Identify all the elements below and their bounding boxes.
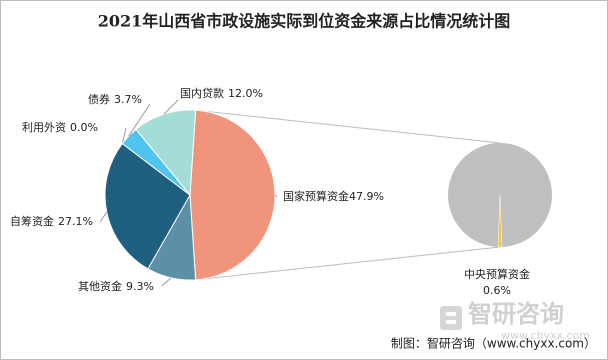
slice-label: 国内贷款 12.0%: [180, 86, 263, 100]
watermark-text: 智研咨询: [468, 300, 564, 328]
slice-name: 国家预算资金: [283, 189, 349, 203]
slice-label: 债券 3.7%: [88, 92, 142, 106]
connector: [195, 246, 501, 281]
slice-label: 国家预算资金47.9%: [283, 189, 384, 203]
slice-value: 0.0%: [70, 121, 98, 134]
connector: [195, 109, 501, 144]
slice-name: 自筹资金: [10, 214, 54, 228]
slice-value: 3.7%: [114, 93, 142, 106]
slice-label: 自筹资金 27.1%: [10, 214, 93, 228]
secondary-name: 中央预算资金: [464, 267, 530, 281]
pie-slice: [189, 109, 276, 281]
slice-name: 债券: [88, 92, 110, 106]
slice-value: 12.0%: [228, 87, 263, 100]
watermark-logo: [440, 306, 462, 330]
pie-slice: [104, 142, 191, 270]
secondary-value: 0.6%: [483, 284, 511, 297]
slice-value: 27.1%: [58, 215, 93, 228]
slice-label: 其他资金 9.3%: [78, 279, 154, 293]
slice-value: 9.3%: [126, 280, 154, 293]
watermark-url: www.chyxx.com: [501, 329, 590, 342]
leader-line: [128, 103, 151, 137]
secondary-slice: [497, 194, 503, 248]
leader-line: [161, 277, 172, 287]
slice-name: 其他资金: [78, 279, 122, 293]
slice-name: 利用外资: [22, 121, 66, 134]
slice-name: 国内贷款: [180, 86, 224, 100]
leader-line: [163, 99, 179, 115]
leader-line: [274, 194, 278, 198]
pie-slice: [135, 109, 197, 197]
source: 制图：智研咨询（www.chyxx.com）: [391, 336, 596, 351]
slice-value: 47.9%: [349, 190, 384, 203]
chart-title: 2021年山西省市政设施实际到位资金来源占比情况统计图: [98, 12, 511, 31]
leader-line: [99, 211, 108, 223]
slice-label: 利用外资 0.0%: [22, 121, 98, 134]
leader-line: [121, 127, 127, 144]
